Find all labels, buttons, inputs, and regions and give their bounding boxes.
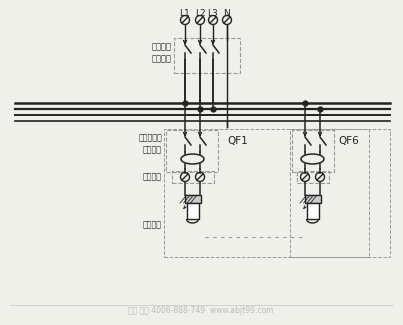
Text: 主回路空
气断路器: 主回路空 气断路器 — [152, 43, 172, 63]
Bar — [166, 130, 218, 172]
Text: 伴热电缆: 伴热电缆 — [143, 220, 162, 229]
Bar — [164, 129, 369, 257]
Text: QF1: QF1 — [227, 136, 248, 146]
Bar — [292, 130, 334, 172]
Bar — [305, 195, 320, 203]
Bar — [174, 38, 240, 73]
Text: 电源连线: 电源连线 — [143, 173, 162, 181]
Text: 双极漏电保
护断路器: 双极漏电保 护断路器 — [138, 134, 162, 154]
Bar — [307, 203, 318, 219]
Bar — [172, 171, 214, 183]
Text: N: N — [224, 9, 231, 18]
Text: L3: L3 — [208, 9, 218, 18]
Text: 中国.安邦 4006-888-749  www.abjt99.com: 中国.安邦 4006-888-749 www.abjt99.com — [128, 306, 274, 315]
Text: QF6: QF6 — [338, 136, 359, 146]
Text: L1: L1 — [180, 9, 190, 18]
Bar — [290, 129, 390, 257]
Text: L2: L2 — [195, 9, 205, 18]
Bar — [297, 171, 329, 183]
Bar — [187, 203, 199, 219]
Bar — [185, 195, 201, 203]
